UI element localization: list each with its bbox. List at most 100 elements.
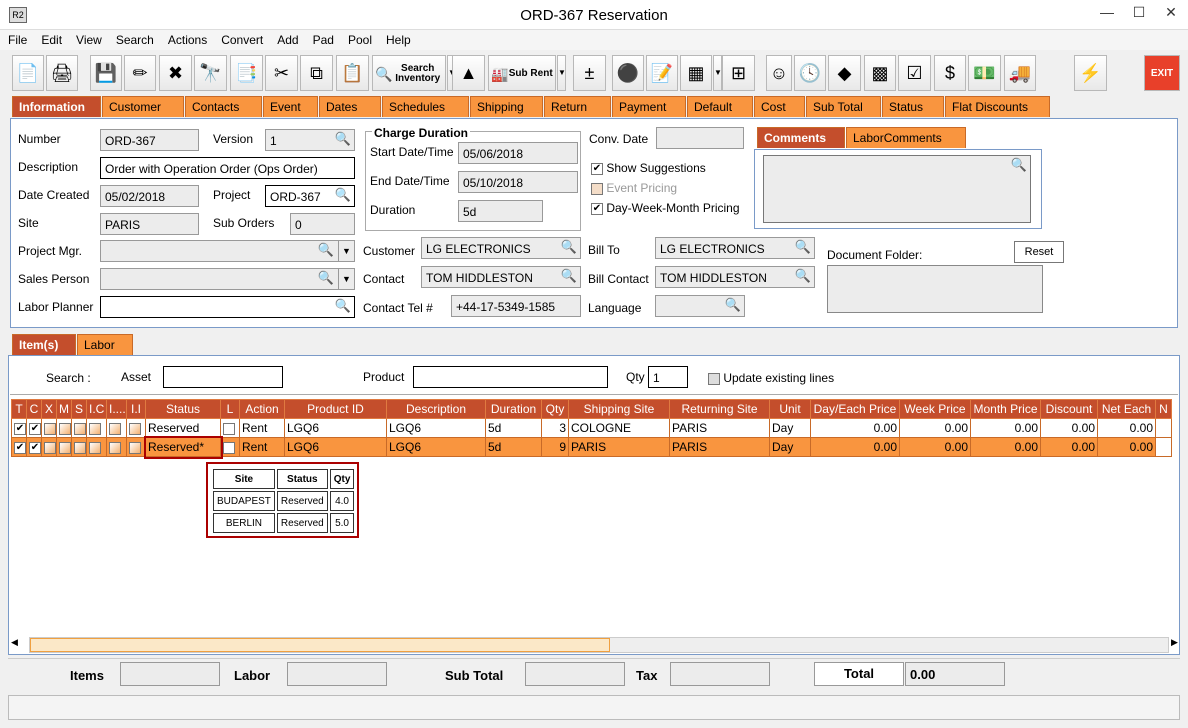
checklist-button[interactable]: ☑: [898, 55, 931, 91]
description-field[interactable]: Order with Operation Order (Ops Order): [100, 157, 355, 179]
asset-input[interactable]: [163, 366, 283, 388]
search-icon[interactable]: 🔍: [724, 297, 741, 312]
checkbox-cell[interactable]: [126, 437, 146, 457]
search-icon[interactable]: 🔍: [794, 239, 811, 254]
horizontal-scrollbar[interactable]: [29, 637, 1169, 653]
tab-return[interactable]: Return: [544, 96, 611, 117]
row-checkbox[interactable]: ✔: [14, 422, 26, 435]
checkbox-cell[interactable]: ✔: [26, 437, 42, 457]
tab-comments[interactable]: Comments: [757, 127, 845, 148]
language-field[interactable]: 🔍: [655, 295, 745, 317]
dropdown-arrow-icon[interactable]: ▼: [557, 55, 566, 91]
column-header-shipping-site[interactable]: Shipping Site: [568, 399, 670, 419]
org-chart-button[interactable]: ⊞: [722, 55, 755, 91]
tab-sub-total[interactable]: Sub Total: [806, 96, 881, 117]
column-header-x[interactable]: X: [41, 399, 57, 419]
sub-rent-factory-button[interactable]: 🏭Sub Rent: [488, 55, 556, 91]
checkbox-cell[interactable]: [41, 418, 57, 438]
search-icon[interactable]: 🔍: [560, 239, 577, 254]
menu-search[interactable]: Search: [115, 33, 154, 47]
convert-document-button[interactable]: 📑: [230, 55, 263, 91]
checkbox-cell[interactable]: [56, 437, 72, 457]
menu-pool[interactable]: Pool: [347, 33, 372, 47]
column-header-discount[interactable]: Discount: [1040, 399, 1098, 419]
document-folder-box[interactable]: [827, 265, 1043, 313]
menu-edit[interactable]: Edit: [41, 33, 63, 47]
column-header-qty[interactable]: Qty: [541, 399, 569, 419]
row-checkbox[interactable]: [74, 441, 86, 454]
tab-payment[interactable]: Payment: [612, 96, 686, 117]
comments-textarea[interactable]: 🔍: [763, 155, 1031, 223]
checkbox-cell[interactable]: [86, 437, 107, 457]
row-checkbox[interactable]: [44, 441, 56, 454]
close-button[interactable]: ✕: [1165, 4, 1177, 20]
row-checkbox[interactable]: [44, 422, 56, 435]
dropdown-arrow-icon[interactable]: ▼: [713, 55, 722, 91]
edit-pencil-button[interactable]: ✏: [124, 55, 156, 91]
checkbox-cell[interactable]: ✔: [11, 418, 27, 438]
notepad-button[interactable]: 📝: [646, 55, 678, 91]
column-header-description[interactable]: Description: [386, 399, 486, 419]
labor-planner-field[interactable]: 🔍: [100, 296, 355, 318]
column-header-i-i[interactable]: I.I: [126, 399, 146, 419]
menu-convert[interactable]: Convert: [221, 33, 264, 47]
search-icon[interactable]: 🔍: [334, 298, 351, 313]
tab-labor[interactable]: Labor: [77, 334, 133, 355]
search-icon[interactable]: 🔍: [1010, 157, 1027, 172]
chevron-down-icon[interactable]: ▼: [338, 269, 354, 289]
column-header-c[interactable]: C: [26, 399, 42, 419]
table-row[interactable]: ✔ ✔ Reserved Rent LGQ6 LGQ6 5d 3 COLOGNE PARIS Day…: [11, 418, 1172, 438]
delete-x-button[interactable]: ✖: [159, 55, 192, 91]
row-checkbox[interactable]: ✔: [14, 441, 26, 454]
column-header-action[interactable]: Action: [239, 399, 285, 419]
checkbox-cell[interactable]: [71, 418, 87, 438]
cubes-button[interactable]: ▩: [864, 55, 896, 91]
checkbox-cell[interactable]: ✔: [11, 437, 27, 457]
column-header-unit[interactable]: Unit: [769, 399, 811, 419]
money-button[interactable]: $: [934, 55, 966, 91]
checkbox-cell[interactable]: ✔: [26, 418, 42, 438]
bill-contact-field[interactable]: TOM HIDDLESTON 🔍: [655, 266, 815, 288]
tab-contacts[interactable]: Contacts: [185, 96, 262, 117]
calculator-button[interactable]: ▦: [680, 55, 712, 91]
row-checkbox[interactable]: [109, 422, 121, 435]
column-header-week-price[interactable]: Week Price: [899, 399, 971, 419]
l-checkbox-cell[interactable]: [220, 418, 240, 438]
checkbox-cell[interactable]: [56, 418, 72, 438]
lightning-button[interactable]: ⚡: [1074, 55, 1107, 91]
column-header-month-price[interactable]: Month Price: [970, 399, 1041, 419]
column-header-l[interactable]: L: [220, 399, 240, 419]
table-row[interactable]: ✔ ✔ Reserved* Rent LGQ6 LGQ6 5d 9 PARIS PARIS Day 0…: [11, 435, 1172, 459]
tab-flat-discounts[interactable]: Flat Discounts: [945, 96, 1050, 117]
truck-button[interactable]: 🚚: [1004, 55, 1036, 91]
row-checkbox[interactable]: [109, 441, 121, 454]
scroll-right-icon[interactable]: ▶: [1171, 637, 1178, 647]
column-header-i-[interactable]: I....: [106, 399, 127, 419]
maximize-button[interactable]: ☐: [1132, 4, 1146, 20]
conv-date-field[interactable]: [656, 127, 744, 149]
copy-button[interactable]: ⧉: [300, 55, 333, 91]
menu-file[interactable]: File: [8, 33, 28, 47]
column-header-day-each-price[interactable]: Day/Each Price: [810, 399, 900, 419]
column-header-product-id[interactable]: Product ID: [284, 399, 387, 419]
eraser-button[interactable]: ◆: [828, 55, 861, 91]
balls-button[interactable]: ⚫: [612, 55, 644, 91]
cut-scissors-button[interactable]: ✂: [265, 55, 298, 91]
row-checkbox[interactable]: [89, 422, 101, 435]
menu-help[interactable]: Help: [386, 33, 411, 47]
row-checkbox[interactable]: [89, 441, 101, 454]
customer-field[interactable]: LG ELECTRONICS 🔍: [421, 237, 581, 259]
row-checkbox[interactable]: [59, 422, 71, 435]
tab-event[interactable]: Event: [263, 96, 318, 117]
row-checkbox[interactable]: [74, 422, 86, 435]
search-icon[interactable]: 🔍: [794, 268, 811, 283]
column-header-status[interactable]: Status: [145, 399, 221, 419]
tab-customer[interactable]: Customer: [102, 96, 184, 117]
column-header-m[interactable]: M: [56, 399, 72, 419]
menu-add[interactable]: Add: [277, 33, 299, 47]
l-checkbox-cell[interactable]: [220, 437, 240, 457]
checkbox-cell[interactable]: [106, 437, 127, 457]
search-icon[interactable]: 🔍: [317, 270, 334, 285]
tab-laborcomments[interactable]: LaborComments: [846, 127, 966, 148]
checkbox-cell[interactable]: [126, 418, 146, 438]
